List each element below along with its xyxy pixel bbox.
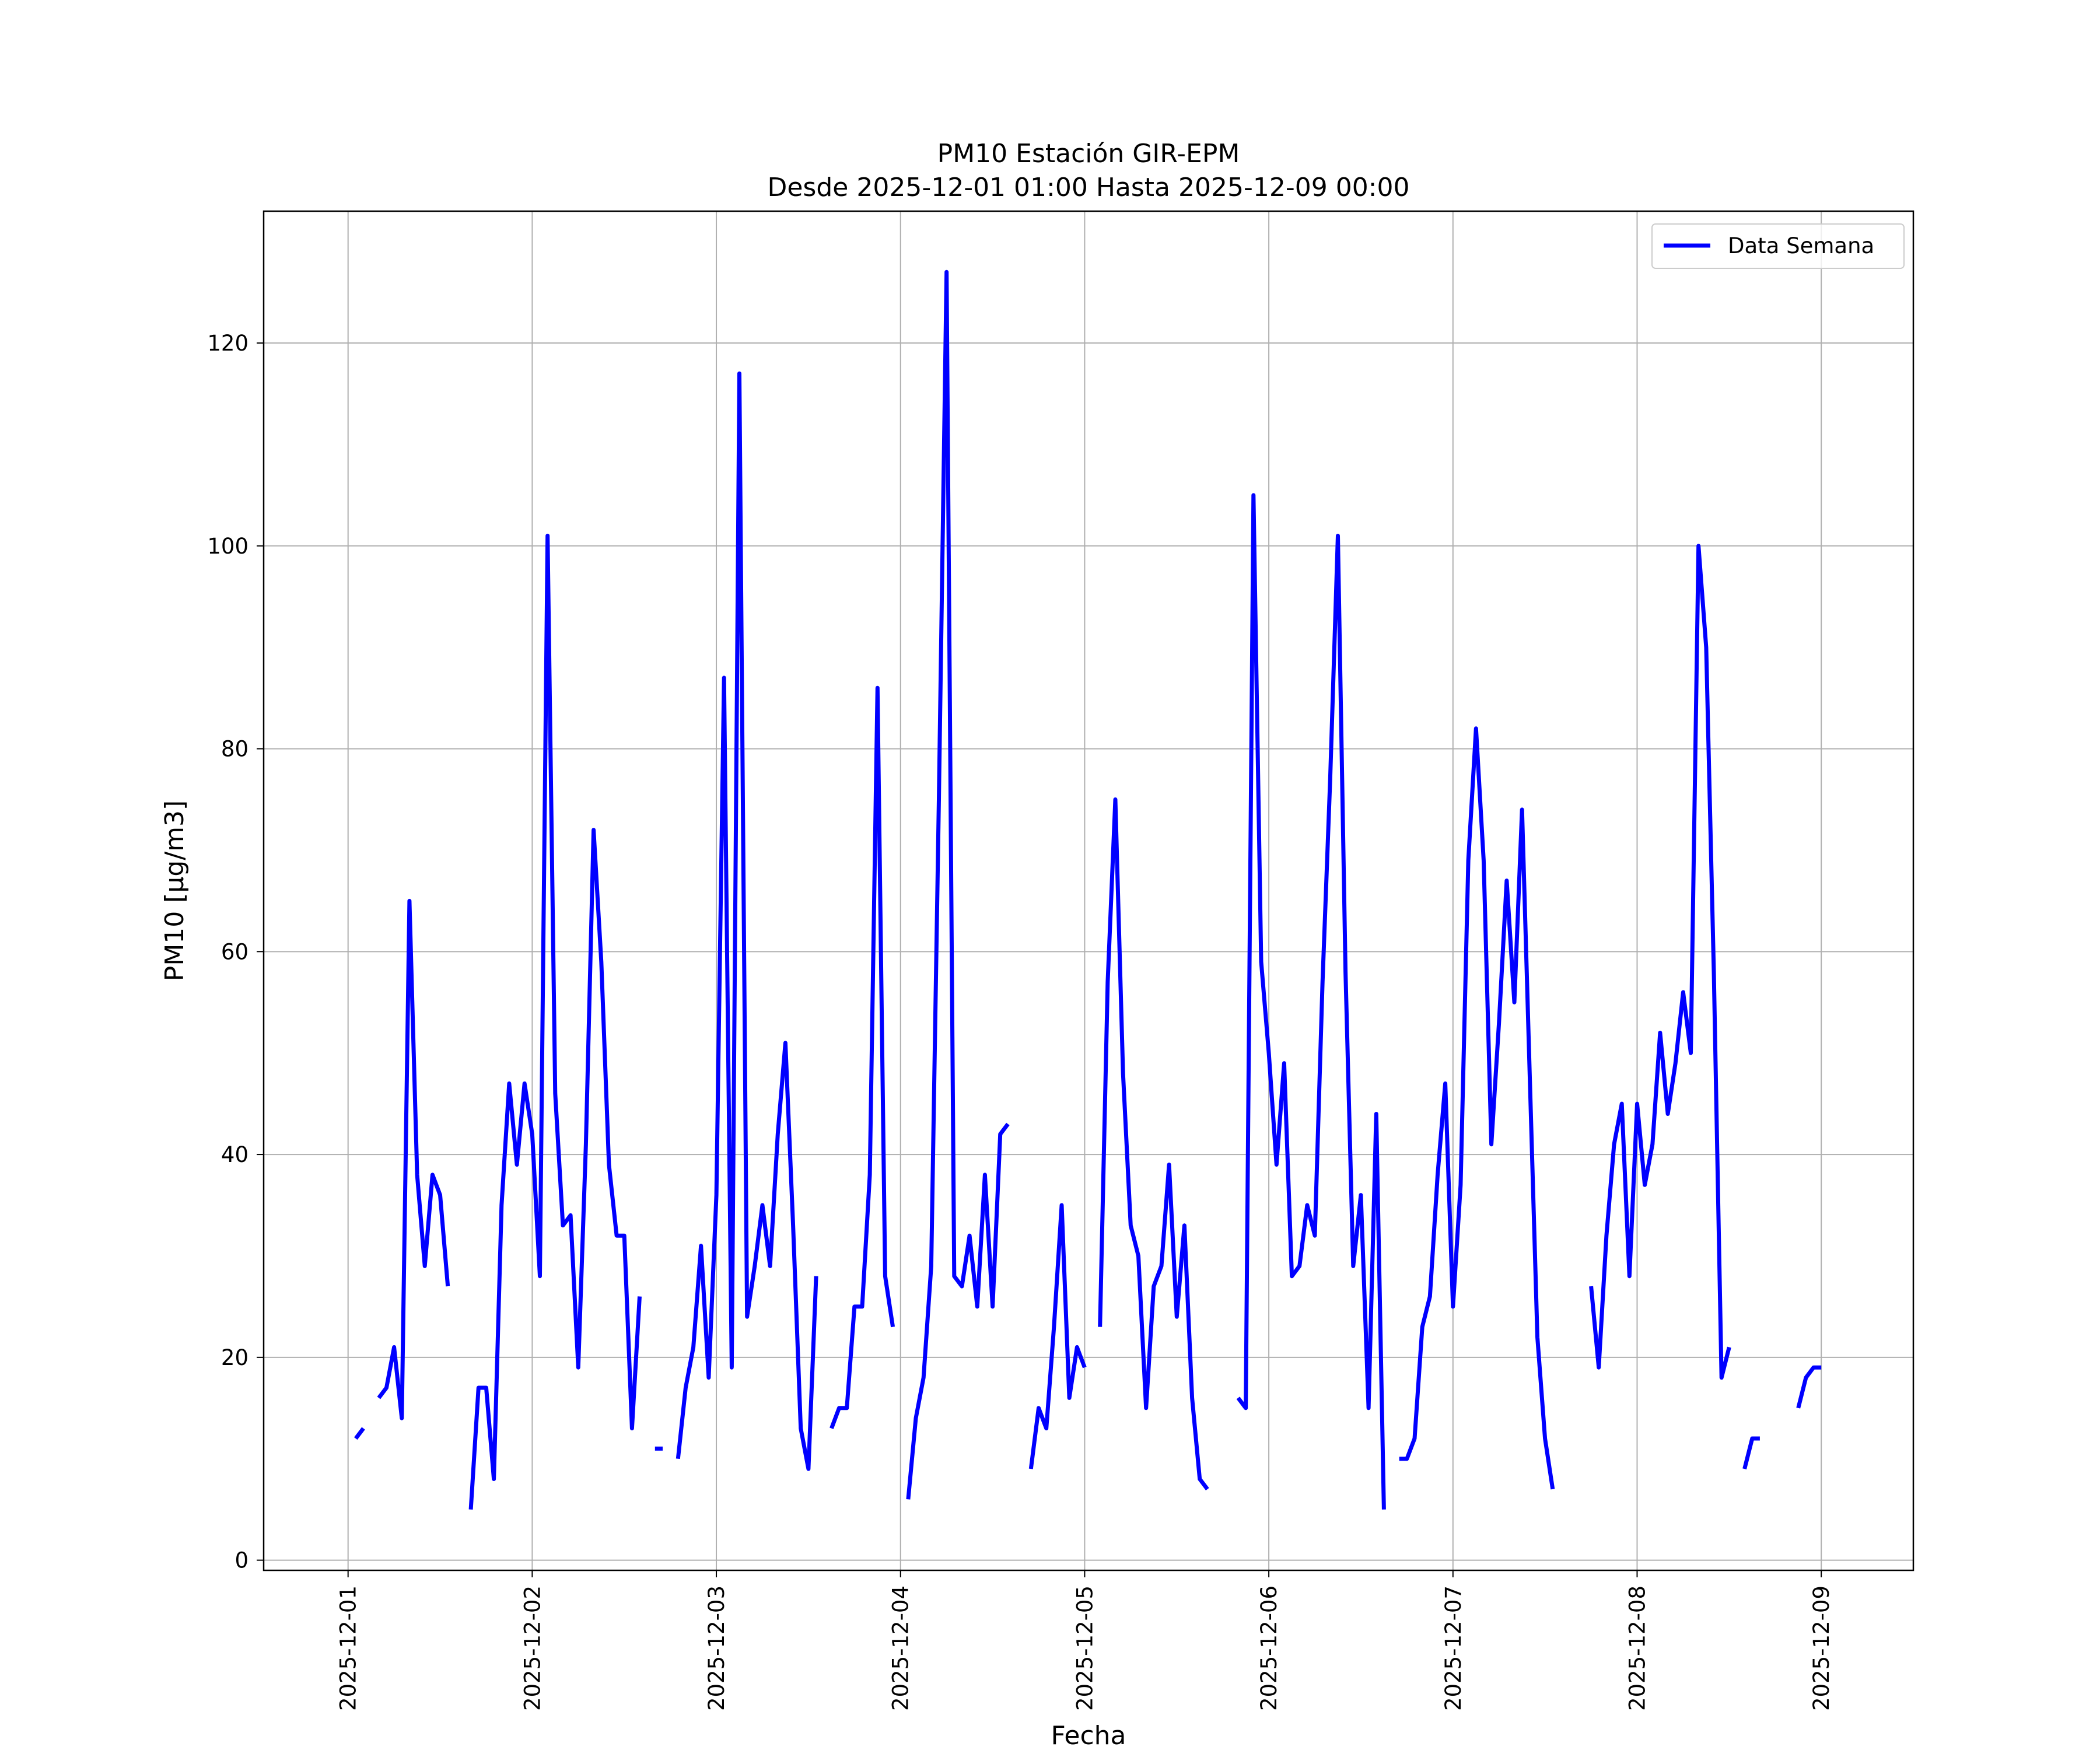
- y-tick-label: 60: [221, 939, 249, 964]
- legend-label-data-semana: Data Semana: [1728, 233, 1874, 258]
- x-tick-label: 2025-12-02: [520, 1586, 545, 1711]
- series-line-segment: [468, 533, 642, 1510]
- x-tick-label: 2025-12-03: [704, 1586, 729, 1711]
- y-axis-label: PM10 [μg/m3]: [160, 800, 190, 981]
- series-line-segment: [1796, 1365, 1822, 1409]
- series-line-segment: [1098, 797, 1209, 1491]
- chart-subtitle: Desde 2025-12-01 01:00 Hasta 2025-12-09 …: [767, 173, 1409, 202]
- plot-frame: [262, 210, 1915, 1572]
- x-axis-ticks: 2025-12-01 2025-12-02 2025-12-03 2025-12-04…: [336, 1570, 1834, 1711]
- y-tick-label: 20: [221, 1345, 249, 1370]
- x-axis-label: Fecha: [1051, 1721, 1126, 1750]
- series-line-segment: [1742, 1436, 1760, 1469]
- x-tick-label: 2025-12-06: [1256, 1586, 1282, 1711]
- series-line-segment: [377, 898, 450, 1420]
- y-tick-label: 40: [221, 1142, 249, 1167]
- grid-lines: [264, 211, 1913, 1570]
- x-tick-label: 2025-12-07: [1441, 1586, 1466, 1711]
- y-tick-label: 80: [221, 737, 249, 762]
- chart-title: PM10 Estación GIR-EPM: [937, 139, 1240, 169]
- x-tick-label: 2025-12-08: [1625, 1586, 1650, 1711]
- x-tick-label: 2025-12-04: [888, 1586, 914, 1711]
- x-tick-label: 2025-12-09: [1809, 1586, 1834, 1711]
- x-tick-label: 2025-12-01: [336, 1586, 361, 1711]
- y-tick-label: 120: [207, 331, 249, 356]
- series-line-segment: [1028, 1203, 1087, 1469]
- series-line-segment: [354, 1427, 365, 1440]
- legend: Data Semana: [1651, 223, 1905, 269]
- y-tick-label: 0: [235, 1548, 249, 1573]
- legend-box: [1651, 223, 1905, 269]
- series-line-segment: [906, 270, 1010, 1500]
- series-lines: [354, 270, 1822, 1510]
- series-line-segment: [1236, 493, 1386, 1510]
- series-line-segment: [830, 685, 895, 1429]
- series-line-segment: [1589, 544, 1731, 1380]
- x-tick-label: 2025-12-05: [1072, 1586, 1097, 1711]
- y-tick-label: 100: [207, 534, 249, 559]
- series-line-segment: [1399, 726, 1555, 1490]
- series-line-segment: [676, 371, 818, 1471]
- y-axis-ticks: 0 20 40 60 80 100 120: [207, 331, 264, 1573]
